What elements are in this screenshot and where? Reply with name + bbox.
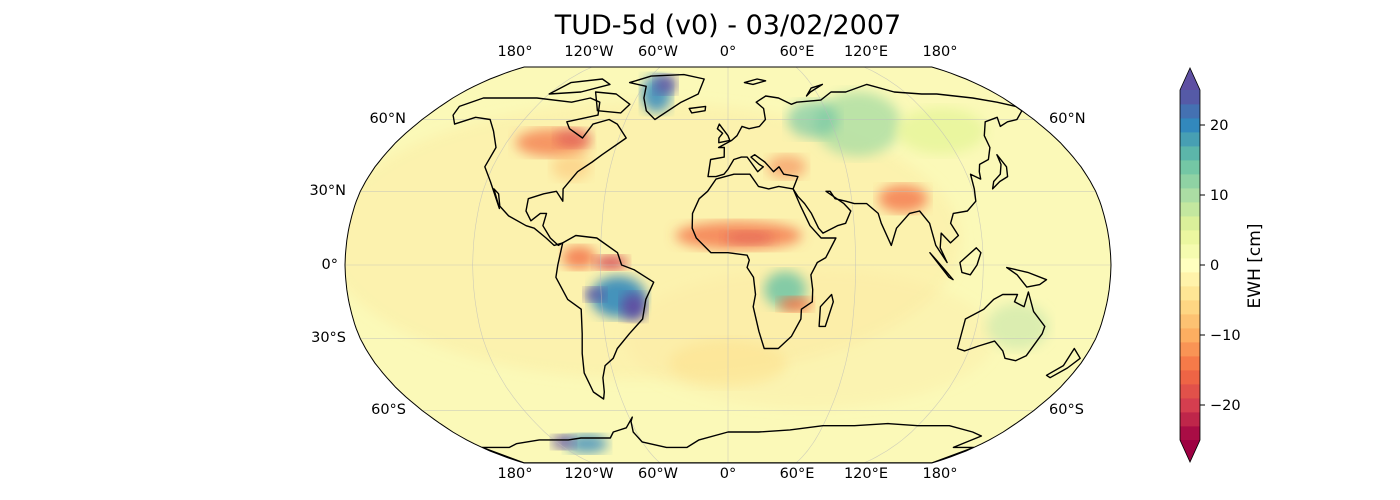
lon-label-top: 60°W (637, 44, 679, 60)
coastlines (452, 73, 1081, 463)
colorbar-extend-min (1180, 440, 1200, 462)
colorbar-tick-label: 10 (1210, 188, 1228, 204)
lon-label-bottom: 180° (922, 466, 958, 482)
colorbar-segment (1180, 314, 1200, 329)
lat-label-left: 60°S (371, 402, 406, 418)
coastline-africa (691, 173, 837, 350)
colorbar-extend-max (1180, 68, 1200, 90)
colorbar-tick-label: −20 (1210, 398, 1241, 414)
coastline-novaya-zemlya (805, 83, 824, 97)
lon-label-bottom: 60°E (779, 466, 815, 482)
colorbar-segment (1180, 90, 1200, 105)
anomaly-blob (562, 246, 597, 270)
colorbar-ticks: 20 10 0 −10 −20 (1200, 118, 1241, 414)
lon-label-top: 120°E (843, 44, 889, 60)
colorbar-outline (1179, 67, 1201, 463)
map-title: TUD-5d (v0) - 03/02/2007 (554, 10, 902, 41)
coastline-madagascar (818, 293, 834, 328)
lon-label-bottom: 0° (719, 466, 737, 482)
anomaly-blob (551, 435, 575, 449)
colorbar-segment (1180, 426, 1200, 441)
coastline-iceland (688, 105, 707, 114)
lon-label-top: 120°W (564, 44, 614, 60)
colorbar-segment (1180, 398, 1200, 413)
lon-label-top: 180° (922, 44, 958, 60)
lon-label-bottom: 180° (497, 466, 533, 482)
colorbar-segment (1180, 342, 1200, 357)
lat-label-left: 60°N (369, 111, 406, 127)
lon-label-top: 60°E (779, 44, 815, 60)
lon-label-bottom: 120°E (843, 466, 889, 482)
anomaly-blob (723, 231, 775, 245)
colorbar-segment (1180, 160, 1200, 175)
colorbar-segment (1180, 370, 1200, 385)
lon-label-bottom: 120°W (564, 466, 614, 482)
lat-label-right: 60°N (1049, 111, 1086, 127)
colorbar-segment (1180, 272, 1200, 287)
anomaly-blob (767, 155, 807, 179)
colorbar-segment (1180, 244, 1200, 259)
lon-label-top: 180° (497, 44, 533, 60)
colorbar-segment (1180, 202, 1200, 217)
coastline-baffin (594, 91, 631, 114)
colorbar-segment (1180, 230, 1200, 245)
colorbar-segment (1180, 216, 1200, 231)
colorbar-segment (1180, 384, 1200, 399)
anomaly-blob (551, 152, 591, 181)
coastline-borneo (959, 247, 982, 276)
coastline-sumatra (929, 252, 954, 281)
colorbar-label: EWH [cm] (1245, 223, 1265, 309)
coastline-new-guinea (1006, 266, 1048, 288)
anomaly-blob (654, 75, 677, 94)
lon-label-bottom: 60°W (637, 466, 679, 482)
lat-label-left: 0° (321, 257, 338, 273)
colorbar-tick-label: 20 (1210, 118, 1228, 134)
colorbar-segment (1180, 188, 1200, 203)
lat-label-left: 30°S (311, 330, 346, 346)
coastline-japan (991, 154, 1009, 190)
colorbar-tick-label: −10 (1210, 328, 1241, 344)
lat-label-right: 60°S (1049, 402, 1084, 418)
anomaly-blob (878, 184, 928, 213)
colorbar-segment (1180, 328, 1200, 343)
anomaly-blob (814, 91, 902, 157)
colorbar-segment (1180, 174, 1200, 189)
coastline-australia (956, 291, 1046, 362)
lon-label-top: 0° (719, 44, 737, 60)
coastline-south-america (555, 234, 655, 400)
colorbar-segment (1180, 132, 1200, 147)
colorbar-segments (1179, 67, 1201, 463)
colorbar-segment (1180, 412, 1200, 427)
coastline-arctic-islands (548, 78, 611, 95)
coastline-eurasia (707, 83, 1023, 264)
anomaly-blob (620, 292, 647, 321)
colorbar-segment (1180, 258, 1200, 273)
coastline-svalbard (743, 78, 767, 86)
graticule (345, 67, 1111, 463)
colorbar-segment (1180, 118, 1200, 133)
coastline-antarctica (481, 416, 983, 463)
anomaly-blob (986, 303, 1049, 350)
coastline-new-zealand (1045, 347, 1081, 379)
map-boundary (344, 66, 1112, 464)
coastline-north-america (452, 97, 627, 247)
colorbar-segment (1180, 286, 1200, 301)
colorbar-segment (1180, 356, 1200, 371)
coastline-greenland (628, 73, 705, 121)
colorbar-segment (1180, 104, 1200, 119)
anomaly-blob (555, 128, 592, 148)
ewh-anomaly-field (345, 75, 1049, 453)
coastline-uk (716, 123, 731, 144)
anomaly-blob (584, 287, 606, 302)
colorbar-segment (1180, 300, 1200, 315)
colorbar-segment (1180, 146, 1200, 161)
colorbar-tick-label: 0 (1210, 258, 1219, 274)
lat-label-left: 30°N (309, 183, 346, 199)
